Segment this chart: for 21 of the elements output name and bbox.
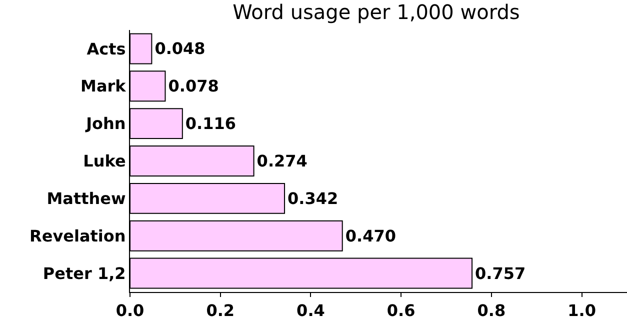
y-tick-label: Luke xyxy=(83,152,126,171)
x-tick-label: 0.4 xyxy=(296,301,325,320)
y-tick-label: John xyxy=(85,114,126,134)
data-label: 0.078 xyxy=(168,76,219,96)
y-tick-label: Mark xyxy=(80,76,126,96)
x-tick-label: 0.6 xyxy=(386,301,416,320)
x-tick-label: 1.0 xyxy=(568,301,596,320)
data-label: 0.470 xyxy=(345,226,396,246)
x-tick-label: 0.2 xyxy=(206,301,235,320)
data-label: 0.342 xyxy=(288,188,338,208)
chart-title: Word usage per 1,000 words xyxy=(232,0,520,24)
x-tick-label: 0.8 xyxy=(477,301,506,320)
x-tick-label: 0.0 xyxy=(116,301,144,320)
y-tick-label: Peter 1,2 xyxy=(42,264,126,283)
data-label: 0.274 xyxy=(256,152,308,170)
y-tick-label: Matthew xyxy=(46,189,126,208)
y-tick-label: Acts xyxy=(86,39,126,58)
data-label: 0.757 xyxy=(475,264,526,283)
y-tick-label: Revelation xyxy=(30,226,126,246)
data-label: 0.048 xyxy=(154,39,206,58)
data-label: 0.116 xyxy=(185,114,236,134)
